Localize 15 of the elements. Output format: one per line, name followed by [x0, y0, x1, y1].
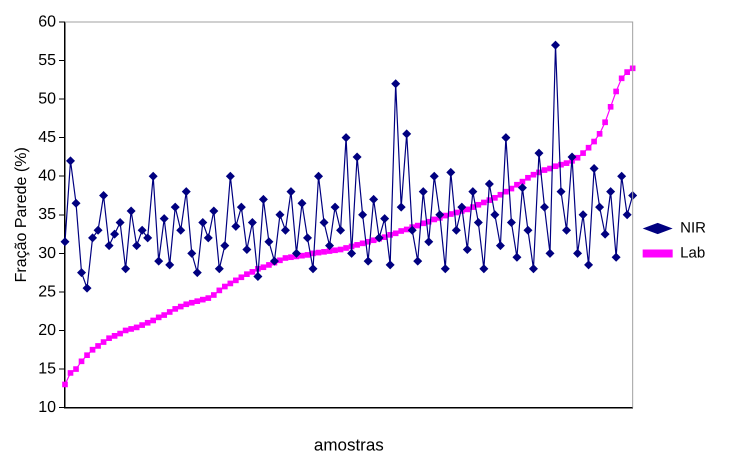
y-tick-label: 20	[38, 322, 56, 339]
y-tick-label: 35	[38, 206, 56, 224]
legend-label: Lab	[680, 244, 706, 262]
y-tick-label: 30	[38, 244, 56, 262]
y-tick-label: 45	[38, 129, 56, 146]
x-axis-title: amostras	[314, 435, 384, 454]
y-tick-label: 10	[38, 399, 56, 416]
y-axis-title: Fração Parede (%)	[13, 147, 30, 282]
y-tick-label: 55	[38, 52, 56, 69]
y-tick-label: 40	[38, 168, 56, 185]
legend-label: NIR	[680, 220, 706, 237]
y-tick-label: 25	[38, 283, 56, 300]
y-tick-label: 50	[38, 90, 56, 108]
y-tick-label: 15	[38, 360, 56, 378]
y-tick-label: 60	[38, 13, 56, 30]
